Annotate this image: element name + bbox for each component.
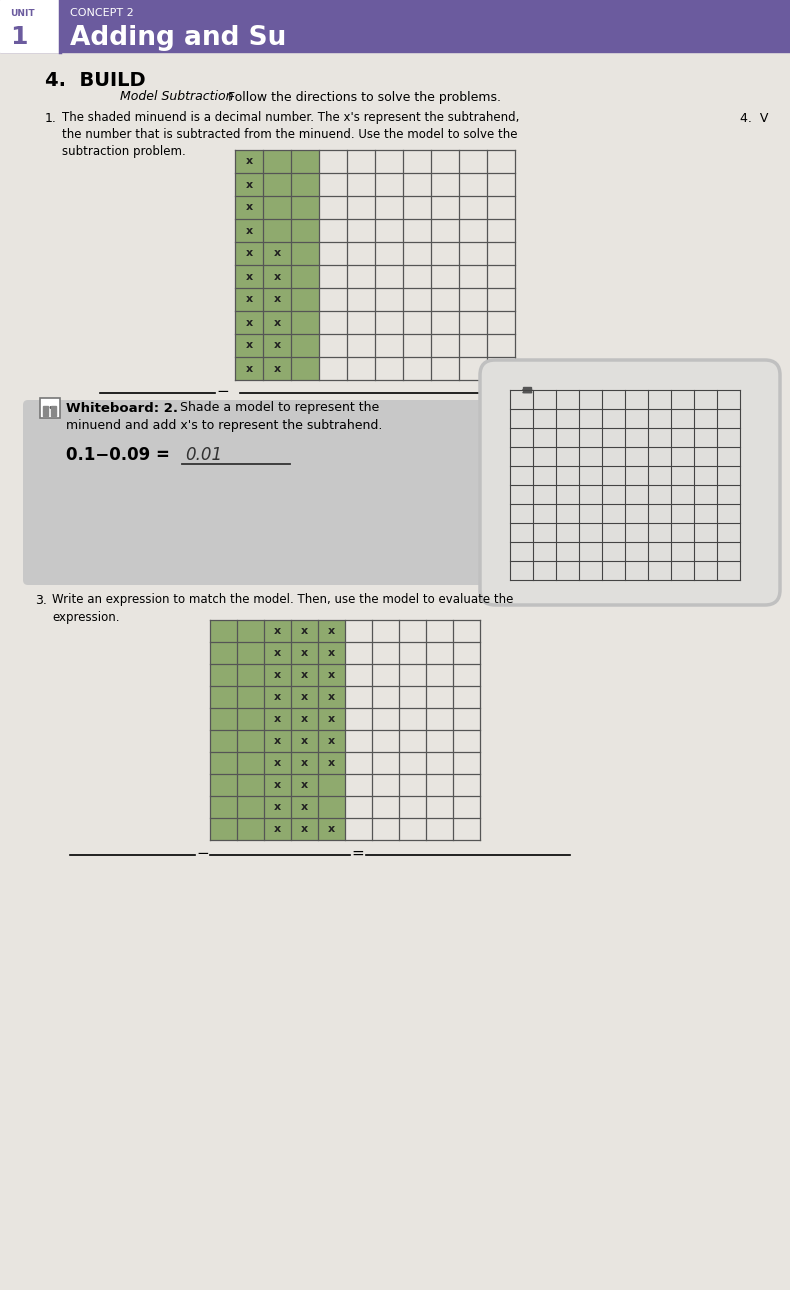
Text: the number that is subtracted from the minuend. Use the model to solve the: the number that is subtracted from the m…: [62, 129, 517, 142]
Text: −: −: [197, 845, 209, 860]
Text: x: x: [246, 317, 253, 328]
Text: x: x: [273, 364, 280, 374]
Text: x: x: [274, 648, 281, 658]
Text: x: x: [328, 691, 335, 702]
Bar: [235, 150, 263, 381]
Text: x: x: [274, 780, 281, 789]
Text: x: x: [273, 341, 280, 351]
Text: x: x: [246, 179, 253, 190]
Text: 4.  BUILD: 4. BUILD: [45, 71, 145, 89]
Text: The shaded minuend is a decimal number. The x's represent the subtrahend,: The shaded minuend is a decimal number. …: [62, 111, 519, 125]
Text: x: x: [301, 648, 308, 658]
Text: expression.: expression.: [52, 610, 119, 623]
FancyBboxPatch shape: [480, 360, 780, 605]
Text: UNIT: UNIT: [10, 9, 35, 18]
Bar: [264, 620, 291, 840]
Text: x: x: [328, 713, 335, 724]
Text: x: x: [246, 226, 253, 236]
Text: x: x: [274, 626, 281, 636]
Bar: [291, 620, 318, 840]
Bar: [237, 620, 264, 840]
Text: subtraction problem.: subtraction problem.: [62, 146, 186, 159]
FancyBboxPatch shape: [23, 400, 533, 584]
Text: 0.1−0.09 =: 0.1−0.09 =: [66, 446, 170, 464]
Text: −: −: [216, 383, 229, 399]
Text: 3.: 3.: [35, 593, 47, 606]
Text: x: x: [328, 759, 335, 768]
Text: x: x: [274, 824, 281, 835]
Text: x: x: [246, 364, 253, 374]
Text: x: x: [246, 294, 253, 304]
Text: x: x: [273, 317, 280, 328]
Text: x: x: [328, 648, 335, 658]
Bar: [0, 0, 790, 52]
Text: x: x: [246, 271, 253, 281]
Text: x: x: [246, 249, 253, 258]
Bar: [43, 412, 48, 415]
Bar: [43, 406, 48, 412]
Bar: [523, 387, 531, 392]
Text: x: x: [328, 626, 335, 636]
Text: 4.  V: 4. V: [740, 111, 769, 125]
Text: x: x: [301, 713, 308, 724]
Text: 1.: 1.: [45, 111, 57, 125]
Text: x: x: [246, 341, 253, 351]
Text: x: x: [246, 203, 253, 213]
Text: Shade a model to represent the: Shade a model to represent the: [180, 401, 379, 414]
Text: Write an expression to match the model. Then, use the model to evaluate the: Write an expression to match the model. …: [52, 593, 514, 606]
Text: x: x: [274, 759, 281, 768]
Text: x: x: [301, 802, 308, 811]
Bar: [0, 0, 60, 52]
Text: x: x: [328, 670, 335, 680]
Text: minuend and add x's to represent the subtrahend.: minuend and add x's to represent the sub…: [66, 419, 382, 432]
Text: 1: 1: [10, 25, 28, 49]
Text: x: x: [273, 249, 280, 258]
Text: Follow the directions to solve the problems.: Follow the directions to solve the probl…: [228, 90, 501, 103]
Bar: [263, 150, 291, 381]
Text: x: x: [301, 759, 308, 768]
Text: Whiteboard: 2.: Whiteboard: 2.: [66, 401, 178, 414]
Text: CONCEPT 2: CONCEPT 2: [70, 8, 134, 18]
Text: x: x: [274, 713, 281, 724]
Text: =: =: [521, 383, 533, 399]
Text: x: x: [274, 670, 281, 680]
Bar: [210, 620, 237, 840]
Bar: [51, 412, 56, 415]
Text: Model Subtraction: Model Subtraction: [120, 90, 234, 103]
Text: x: x: [301, 780, 308, 789]
Bar: [291, 150, 319, 381]
Text: •: •: [47, 402, 53, 413]
Bar: [40, 399, 60, 418]
Text: =: =: [352, 845, 364, 860]
Text: Adding and Su: Adding and Su: [70, 25, 286, 52]
Text: x: x: [301, 737, 308, 746]
Text: 0.01: 0.01: [185, 446, 222, 464]
Text: x: x: [273, 271, 280, 281]
Bar: [51, 406, 56, 412]
Text: x: x: [274, 802, 281, 811]
Text: x: x: [301, 626, 308, 636]
Text: x: x: [301, 824, 308, 835]
Text: x: x: [301, 691, 308, 702]
Bar: [318, 620, 345, 840]
Text: x: x: [328, 737, 335, 746]
Text: x: x: [301, 670, 308, 680]
Text: x: x: [328, 824, 335, 835]
Text: x: x: [274, 737, 281, 746]
Text: x: x: [274, 691, 281, 702]
Text: x: x: [246, 156, 253, 166]
Text: x: x: [273, 294, 280, 304]
